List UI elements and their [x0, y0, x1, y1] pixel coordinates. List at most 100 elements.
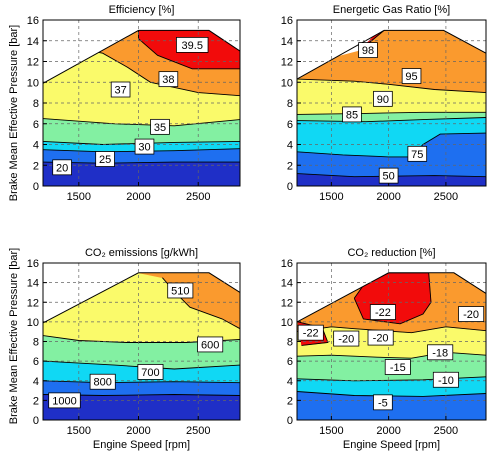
contour-label-text: -22	[303, 328, 319, 340]
contour-label: -20	[367, 329, 394, 346]
y-tick-label: 14	[27, 278, 39, 290]
y-tick-label: 10	[27, 77, 39, 89]
contour-fills	[43, 30, 240, 187]
contour-label: 510	[167, 282, 194, 299]
y-tick-label: 8	[287, 98, 293, 110]
figure-ylabel-bottom: Brake Mean Effective Pressure [bar]	[8, 248, 20, 425]
contour-label-text: 75	[411, 149, 423, 161]
y-tick-label: 2	[287, 395, 293, 407]
x-tick-label: 2000	[126, 191, 150, 203]
contour-label: -10	[432, 371, 459, 388]
contour-label: 1000	[48, 392, 81, 409]
y-tick-label: 0	[33, 181, 39, 193]
x-tick-label: 1500	[67, 191, 91, 203]
contour-line-2	[297, 117, 486, 123]
contour-label: -20	[333, 330, 360, 347]
y-tick-label: 12	[281, 57, 293, 69]
contour-label-box	[401, 68, 422, 84]
contour-label-text: 35	[154, 122, 166, 134]
contour-line-3	[297, 111, 486, 115]
contour-label-box	[197, 336, 224, 353]
operating-envelope	[296, 272, 487, 323]
contour-label-text: 95	[405, 71, 417, 83]
contour-line-4	[297, 78, 486, 94]
x-tick-label: 2000	[376, 191, 400, 203]
contour-label-box	[297, 324, 324, 341]
contour-label-text: 510	[171, 285, 189, 297]
panel-efficiency: 1500 2000 2500 0 2 4 6 8 10 12 14 16 Efficiency [%] 2…	[27, 4, 241, 203]
y-tick-label: 16	[281, 258, 293, 270]
contour-label-box	[134, 138, 155, 155]
contour-label-box	[369, 304, 396, 320]
y-tick-label: 8	[33, 337, 39, 349]
y-tick-label: 14	[281, 278, 293, 290]
y-tick-label: 4	[33, 376, 39, 388]
y-tick-label: 6	[287, 356, 293, 368]
contour-label-text: 20	[56, 162, 68, 174]
contour-region-0	[43, 161, 240, 187]
contour-label: -5	[373, 394, 393, 411]
y-tick-label: 4	[287, 140, 293, 152]
y-tick-label: 16	[27, 258, 39, 270]
contour-label: 98	[358, 42, 378, 58]
panel-co2-reduction: 1500 2000 2500 0 2 4 6 8 10 12 14 16 CO₂ reduction […	[281, 247, 487, 451]
contour-label-box	[52, 159, 72, 176]
contour-label-box	[458, 306, 485, 322]
contour-label-box	[427, 344, 454, 361]
contour-label-text: -5	[378, 397, 388, 409]
contour-label-text: -20	[373, 333, 389, 345]
contour-label: 50	[378, 167, 399, 184]
x-axis-label: Engine Speed [rpm]	[343, 439, 440, 451]
contour-label-box	[110, 81, 131, 98]
chart-title: CO₂ reduction [%]	[347, 247, 435, 259]
contour-label-text: 800	[94, 377, 112, 389]
contour-label-box	[167, 282, 194, 299]
contour-label: -15	[384, 359, 411, 375]
y-tick-label: 12	[281, 297, 293, 309]
x-tick-label: 1500	[319, 425, 343, 437]
contour-label-text: -20	[338, 334, 354, 346]
contour-label-text: 37	[114, 85, 126, 97]
contour-line-0	[43, 161, 240, 164]
contour-label: 25	[95, 151, 115, 167]
chart-title: Efficiency [%]	[109, 4, 175, 16]
contour-label: 600	[197, 336, 224, 353]
y-tick-label: 0	[287, 181, 293, 193]
contour-label-text: 98	[362, 45, 374, 57]
panel-energetic-gas-ratio: 1500 2000 2500 0 2 4 6 8 10 12 14 16 Energetic Gas R…	[281, 4, 487, 203]
contour-label-box	[373, 394, 393, 411]
contour-label-text: 38	[162, 74, 174, 86]
y-tick-label: 12	[27, 297, 39, 309]
x-tick-label: 1500	[319, 191, 343, 203]
y-tick-label: 2	[33, 395, 39, 407]
contour-label-text: -10	[438, 375, 454, 387]
contour-label-box	[432, 371, 459, 388]
y-tick-label: 0	[287, 415, 293, 427]
y-tick-label: 16	[27, 15, 39, 27]
y-tick-label: 4	[33, 140, 39, 152]
chart-title: Energetic Gas Ratio [%]	[333, 4, 450, 16]
y-tick-label: 14	[281, 36, 293, 48]
grid	[297, 20, 486, 186]
y-tick-label: 6	[33, 119, 39, 131]
contour-label-box	[358, 42, 378, 58]
contour-line-1	[43, 380, 240, 384]
contour-label-text: 90	[377, 94, 389, 106]
contour-label: 39.5	[176, 37, 209, 53]
y-tick-label: 6	[33, 356, 39, 368]
contour-label-text: -22	[375, 307, 391, 319]
contour-label: 30	[134, 138, 155, 155]
grid	[43, 263, 240, 420]
contour-label-text: 600	[201, 339, 219, 351]
contour-label: 800	[89, 373, 116, 390]
contour-label: -22	[369, 304, 396, 320]
operating-envelope	[296, 29, 487, 80]
contour-label-text: 700	[141, 367, 159, 379]
y-tick-label: 8	[33, 98, 39, 110]
contour-label-box	[95, 151, 115, 167]
figure-ylabel-top: Brake Mean Effective Pressure [bar]	[8, 25, 20, 202]
contour-line-3	[43, 118, 240, 127]
x-tick-label: 1500	[67, 425, 91, 437]
contour-label-box	[48, 392, 81, 409]
y-tick-label: 12	[27, 57, 39, 69]
